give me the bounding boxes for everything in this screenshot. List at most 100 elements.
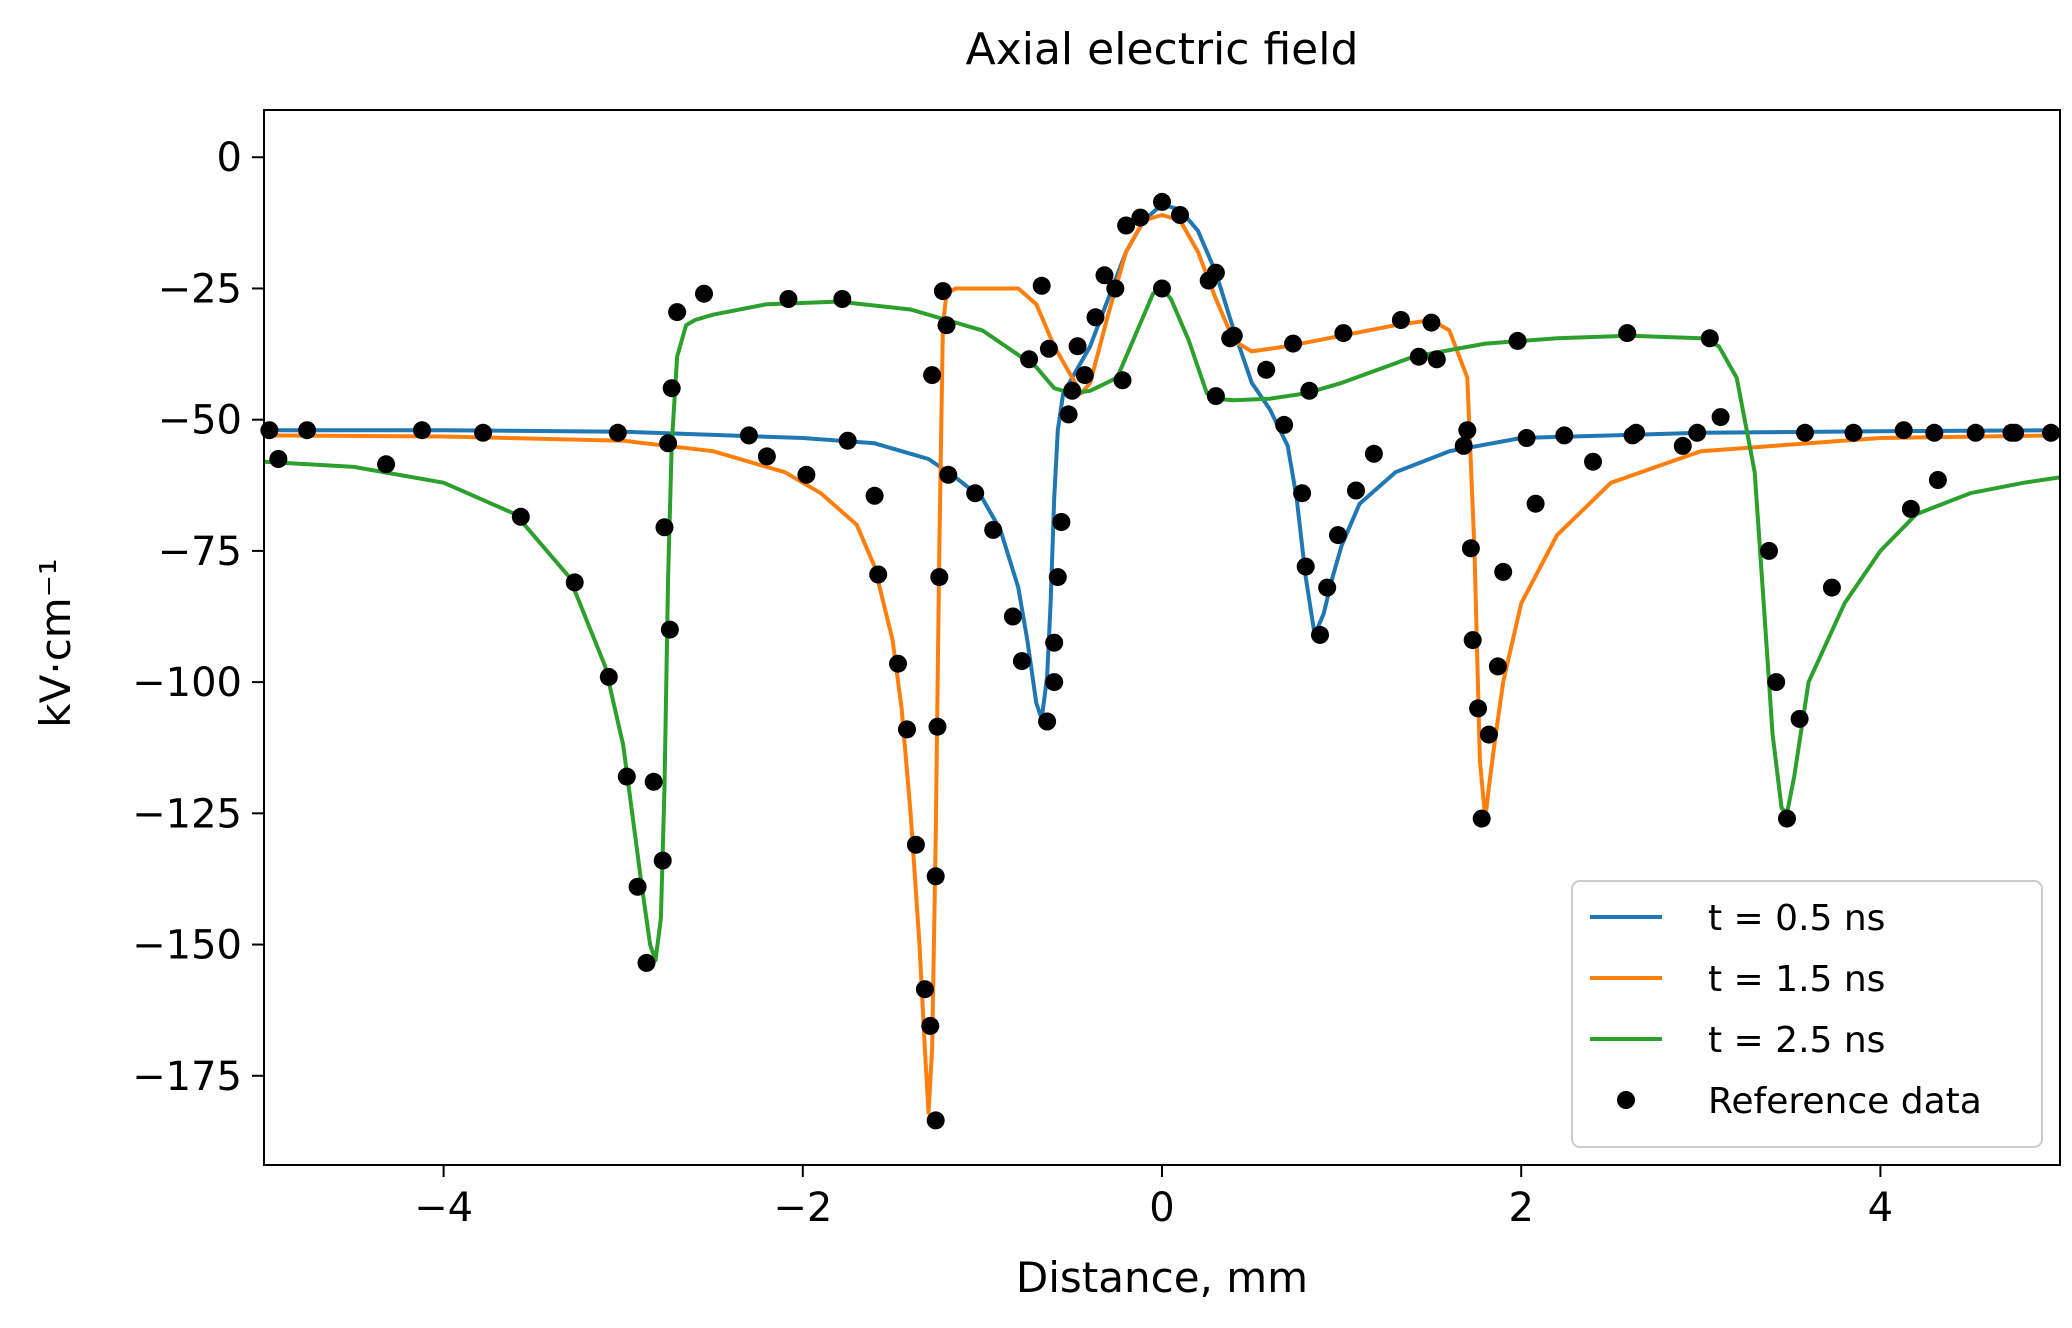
reference-point <box>660 620 679 639</box>
reference-point <box>1391 311 1410 329</box>
reference-point <box>928 717 947 736</box>
legend-box <box>1571 880 2043 1148</box>
reference-point <box>739 426 758 445</box>
reference-point <box>1048 568 1067 587</box>
reference-point <box>984 520 1003 539</box>
legend: t = 0.5 ns t = 1.5 ns t = 2.5 ns Reference … <box>1571 880 2043 1148</box>
reference-point <box>757 447 776 466</box>
x-axis-label: Distance, mm <box>1016 1253 1308 1302</box>
reference-point <box>1760 541 1778 560</box>
reference-point <box>1822 578 1841 597</box>
reference-point <box>797 465 816 484</box>
x-tick-label: 2 <box>1508 1185 1533 1231</box>
reference-point <box>1526 494 1545 513</box>
reference-point <box>1045 673 1064 692</box>
y-tick-label: −125 <box>132 791 242 837</box>
reference-point <box>923 366 942 385</box>
reference-point <box>655 518 674 537</box>
reference-point <box>1463 631 1482 650</box>
reference-point <box>865 486 884 505</box>
reference-point <box>921 1016 940 1035</box>
reference-point <box>1347 481 1365 500</box>
reference-point <box>298 421 317 440</box>
reference-point <box>1584 452 1602 471</box>
legend-label: Reference data <box>1708 1081 1982 1122</box>
reference-point <box>511 507 530 526</box>
reference-point <box>1068 337 1087 356</box>
reference-point <box>1427 350 1446 369</box>
reference-point <box>1479 725 1498 744</box>
reference-point <box>269 450 288 468</box>
reference-point <box>926 1111 945 1130</box>
y-axis-label: kV·cm⁻¹ <box>31 558 80 727</box>
x-tick-label: −4 <box>414 1185 473 1231</box>
reference-point <box>1844 423 1863 442</box>
reference-point <box>1106 279 1125 298</box>
reference-point <box>933 282 952 301</box>
reference-point <box>644 772 663 791</box>
reference-point <box>1454 436 1473 455</box>
reference-point <box>1700 329 1719 348</box>
reference-point <box>1461 539 1480 558</box>
reference-point <box>668 303 687 322</box>
reference-point <box>1508 331 1527 350</box>
legend-label: t = 0.5 ns <box>1708 898 1885 939</box>
reference-point <box>1311 625 1329 644</box>
reference-point <box>617 767 636 786</box>
reference-point <box>1796 423 1814 442</box>
y-axis-ticks: 0 −25 −50 −75 −100 −125 −150 −175 <box>132 135 264 1100</box>
reference-point <box>1171 206 1189 224</box>
reference-point <box>926 867 945 886</box>
reference-point <box>1318 578 1337 597</box>
reference-point <box>889 654 907 673</box>
reference-point <box>1032 276 1051 295</box>
reference-point <box>1517 429 1536 447</box>
reference-point <box>838 431 857 450</box>
reference-point <box>1472 809 1491 828</box>
reference-point <box>474 423 493 442</box>
reference-point <box>1901 499 1920 518</box>
reference-point <box>1711 408 1730 427</box>
reference-point <box>1275 415 1294 434</box>
reference-point <box>695 284 713 303</box>
reference-point <box>1494 562 1513 581</box>
reference-point <box>1206 387 1225 406</box>
reference-point <box>1790 709 1809 728</box>
x-tick-label: −2 <box>773 1185 832 1231</box>
reference-point <box>1020 350 1039 369</box>
reference-point <box>1012 652 1031 671</box>
reference-point <box>637 953 656 972</box>
reference-point <box>1767 673 1786 692</box>
reference-point <box>906 835 925 854</box>
reference-point <box>930 568 949 587</box>
reference-point <box>659 434 678 453</box>
chart-title: Axial electric field <box>966 24 1359 75</box>
reference-point <box>1113 371 1132 390</box>
reference-point <box>1894 421 1913 440</box>
reference-point <box>1488 657 1507 676</box>
reference-point <box>1131 208 1150 227</box>
legend-swatch <box>1617 1091 1635 1109</box>
reference-point <box>1966 423 1985 442</box>
reference-point <box>915 980 934 999</box>
y-tick-label: −175 <box>132 1054 242 1100</box>
reference-point <box>377 455 396 474</box>
reference-point <box>1627 423 1646 442</box>
legend-label: t = 2.5 ns <box>1708 1020 1885 1061</box>
reference-point <box>1153 279 1171 298</box>
x-tick-label: 0 <box>1149 1185 1174 1231</box>
reference-point <box>898 720 916 739</box>
reference-point <box>1296 557 1315 576</box>
y-tick-label: 0 <box>217 135 242 181</box>
reference-point <box>1039 339 1058 358</box>
reference-point <box>662 379 681 398</box>
reference-point <box>1224 326 1243 345</box>
reference-point <box>1052 513 1071 531</box>
reference-point <box>413 421 431 440</box>
reference-point <box>608 423 627 442</box>
reference-point <box>939 465 958 484</box>
reference-point <box>1928 471 1947 489</box>
y-tick-label: −150 <box>132 923 242 969</box>
reference-point <box>937 316 956 335</box>
